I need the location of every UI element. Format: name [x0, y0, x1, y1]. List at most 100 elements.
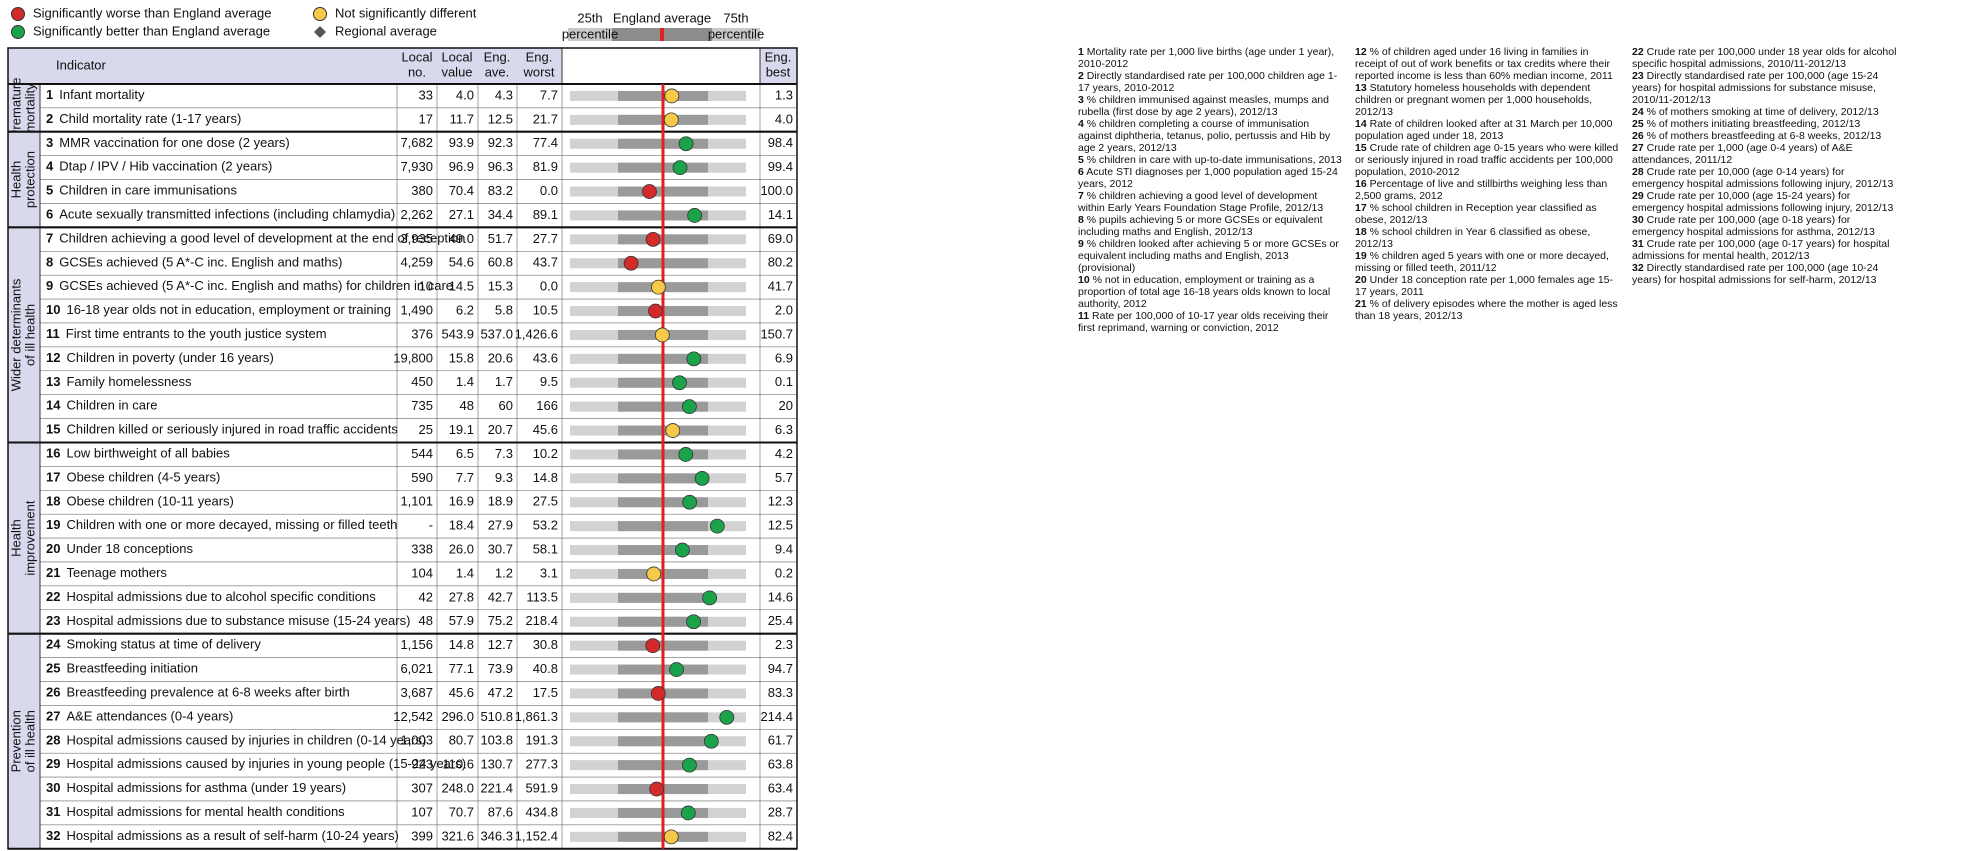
note-text: Directly standardised rate per 100,000 (…: [1632, 262, 1879, 286]
note-number: 27: [1632, 142, 1644, 154]
cell-value: 20.6: [488, 350, 513, 365]
spine-chart-table: Significantly worse than England average…: [7, 5, 798, 850]
indicator-name: First time entrants to the youth justice…: [66, 326, 327, 341]
cell-value: 17.5: [533, 685, 558, 700]
cell-value: 48: [460, 398, 474, 413]
indicator-number: 22: [46, 589, 60, 604]
cell-value: 150.7: [760, 326, 793, 341]
local-marker: [648, 303, 663, 319]
cell-value: 27.1: [449, 207, 474, 222]
cell-value: 100.0: [760, 183, 793, 198]
note: 20 Under 18 conception rate per 1,000 fe…: [1355, 274, 1620, 298]
indicator-number: 14: [46, 398, 61, 413]
legend-label: Regional average: [335, 23, 437, 38]
cell-value: 80.2: [768, 255, 793, 270]
note-text: % children in care with up-to-date immun…: [1086, 154, 1342, 166]
note-number: 5: [1078, 154, 1084, 166]
note-text: % school children in Year 6 classified a…: [1355, 226, 1591, 250]
indicator-name: Acute sexually transmitted infections (i…: [59, 207, 395, 222]
cell-value: 191.3: [525, 733, 558, 748]
note-number: 26: [1632, 130, 1644, 142]
cell-value: 399: [411, 828, 433, 843]
local-marker: [669, 662, 684, 677]
cell-value: 7.7: [540, 87, 558, 102]
notes-column: 22 Crude rate per 100,000 under 18 year …: [1632, 46, 1897, 286]
key-label: percentile: [708, 26, 764, 41]
indicator-number: 21: [46, 565, 60, 580]
indicator-name: Breastfeeding prevalence at 6-8 weeks af…: [66, 685, 349, 700]
cell-value: 41.7: [768, 279, 793, 294]
indicator-name: GCSEs achieved (5 A*-C inc. English and …: [59, 255, 342, 270]
cell-value: 70.7: [449, 804, 474, 819]
key-line: [660, 28, 664, 41]
indicator: 21 Teenage mothers: [46, 565, 167, 580]
note-number: 31: [1632, 238, 1644, 250]
indicator-name: Hospital admissions caused by injuries i…: [66, 757, 466, 772]
cell-value: 14.1: [768, 207, 793, 222]
cell-value: 9.3: [495, 470, 513, 485]
indicator: 29 Hospital admissions caused by injuries…: [46, 757, 466, 772]
cell-value: 94.7: [768, 661, 793, 676]
cell-value: 75.2: [488, 613, 513, 628]
indicator: 19 Children with one or more decayed, mis…: [46, 518, 397, 533]
cell-value: -: [429, 518, 433, 533]
indicator: 26 Breastfeeding prevalence at 6-8 weeks …: [46, 685, 350, 700]
cell-value: 28.7: [768, 804, 793, 819]
cell-value: 4.0: [775, 111, 793, 126]
indicator-number: 9: [46, 279, 53, 294]
indicator: 9 GCSEs achieved (5 A*-C inc. English and…: [46, 279, 453, 294]
cell-value: 60: [499, 398, 513, 413]
group-label: Wider determinants: [8, 278, 23, 391]
local-marker: [719, 709, 735, 725]
cell-value: 4.2: [775, 446, 793, 461]
local-marker: [678, 447, 694, 462]
cell-value: 49.0: [449, 231, 474, 246]
indicator-name: Low birthweight of all babies: [66, 446, 230, 461]
local-marker: [686, 351, 702, 367]
legend-marker: [313, 7, 327, 21]
indicator: 32 Hospital admissions as a result of sel…: [46, 828, 399, 843]
note: 30 Crude rate per 100,000 (age 0-18 year…: [1632, 214, 1897, 238]
note-number: 10: [1078, 274, 1090, 286]
note: 16 Percentage of live and stillbirths we…: [1355, 178, 1620, 202]
note-text: % of children aged under 16 living in fa…: [1355, 46, 1613, 82]
indicator: 11 First time entrants to the youth justi…: [46, 326, 327, 341]
note-number: 22: [1632, 46, 1644, 58]
cell-value: 53.2: [533, 518, 558, 533]
local-marker: [680, 805, 696, 821]
indicator: 23 Hospital admissions due to substance m…: [46, 613, 410, 628]
cell-value: 1,003: [400, 733, 433, 748]
group-label: mortality: [22, 83, 37, 133]
note-number: 4: [1078, 118, 1084, 130]
cell-value: 27.8: [449, 589, 474, 604]
legend-label: Not significantly different: [335, 5, 477, 20]
cell-value: 61.7: [768, 733, 793, 748]
cell-value: 30.7: [488, 541, 513, 556]
cell-value: 42.7: [488, 589, 513, 604]
indicator-name: MMR vaccination for one dose (2 years): [59, 135, 289, 150]
indicator-name: Hospital admissions due to substance mis…: [66, 613, 410, 628]
indicator-name: Children with one or more decayed, missi…: [66, 518, 397, 533]
indicator-name: Smoking status at time of delivery: [66, 637, 261, 652]
cell-value: 166: [536, 398, 558, 413]
indicator-number: 1: [46, 87, 53, 102]
cell-value: 83.2: [488, 183, 513, 198]
indicator-name: Teenage mothers: [66, 565, 167, 580]
note-number: 29: [1632, 190, 1644, 202]
cell-value: 6.9: [775, 350, 793, 365]
cell-value: 1,152.4: [515, 828, 558, 843]
indicator-number: 13: [46, 374, 60, 389]
cell-value: 45.6: [533, 422, 558, 437]
indicator-name: Children achieving a good level of devel…: [59, 231, 465, 246]
cell-value: 1,156: [400, 637, 433, 652]
cell-value: 40.8: [533, 661, 558, 676]
group-cell: [7, 131, 41, 228]
note: 24 % of mothers smoking at time of deliv…: [1632, 106, 1897, 118]
indicator-number: 32: [46, 828, 60, 843]
note-text: % not in education, employment or traini…: [1078, 274, 1331, 310]
indicator: 15 Children killed or seriously injured i…: [46, 422, 398, 437]
note: 25 % of mothers initiating breastfeeding…: [1632, 118, 1897, 130]
cell-value: 12.7: [488, 637, 513, 652]
cell-value: 218.4: [525, 613, 558, 628]
